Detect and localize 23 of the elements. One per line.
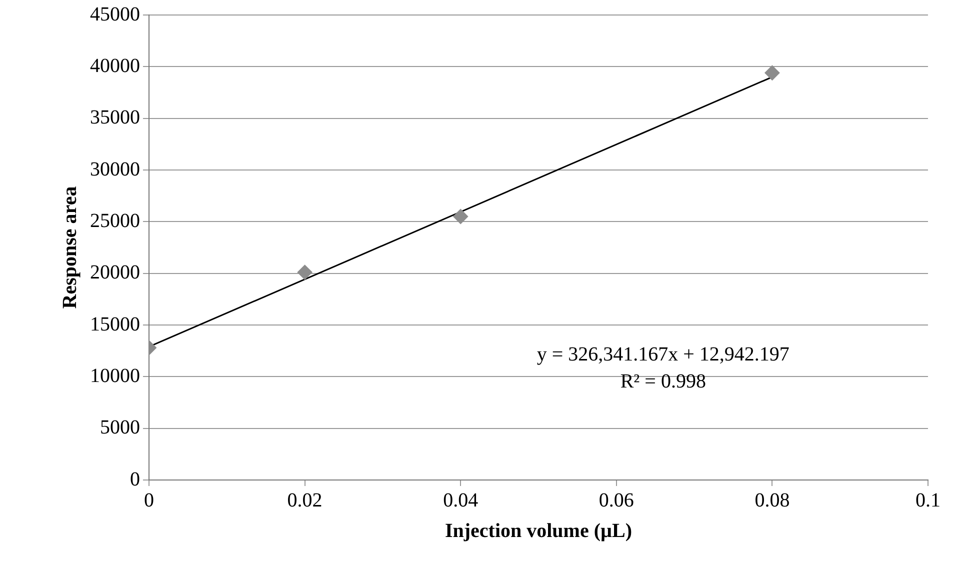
- x-tick-label: 0.02: [287, 489, 322, 512]
- y-tick-label: 30000: [90, 158, 140, 180]
- y-tick-label: 35000: [90, 106, 140, 129]
- y-tick-label: 5000: [100, 416, 140, 439]
- x-tick-label: 0.1: [916, 489, 940, 512]
- y-tick-label: 15000: [90, 313, 140, 336]
- y-tick-label: 20000: [90, 262, 140, 284]
- x-tick-label: 0.08: [754, 489, 790, 512]
- y-tick-label: 40000: [90, 54, 140, 77]
- x-tick-label: 0.06: [598, 489, 634, 512]
- y-tick-label: 0: [130, 468, 140, 490]
- point: [764, 65, 780, 80]
- x-axis-title: Injection volume (µL): [444, 520, 632, 542]
- annotation: R² = 0.998: [620, 370, 706, 393]
- point: [453, 209, 468, 224]
- y-tick-label: 45000: [90, 3, 140, 26]
- y-tick-label: 25000: [90, 210, 140, 232]
- y-tick-label: 10000: [90, 364, 140, 387]
- x-tick-label: 0: [144, 489, 154, 512]
- annotation: y = 326,341.167x + 12,942.197: [536, 344, 790, 366]
- point: [297, 264, 312, 280]
- y-axis-title: Response area: [59, 186, 82, 309]
- x-tick-label: 0.04: [443, 489, 478, 512]
